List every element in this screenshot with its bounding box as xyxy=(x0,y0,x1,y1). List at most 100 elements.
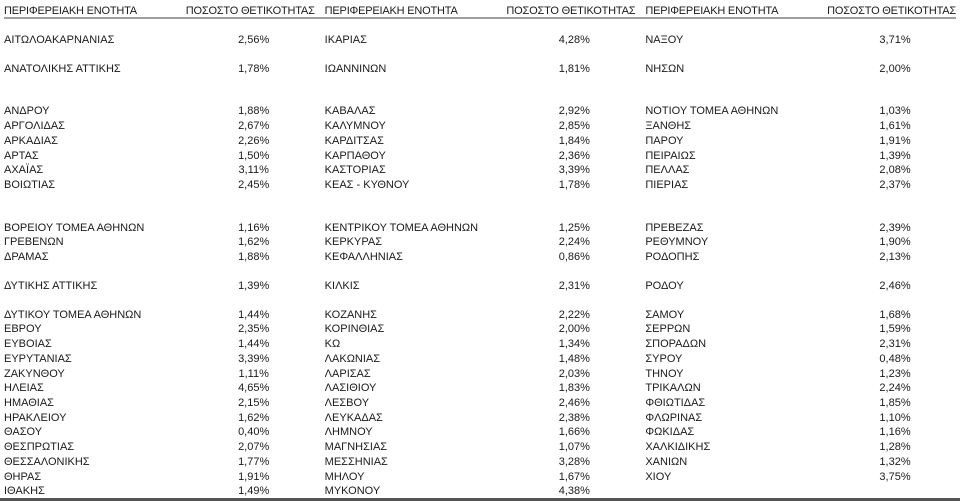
region-name-cell: ΡΟΔΟΥ xyxy=(645,279,684,292)
header-group-2: ΠΕΡΙΦΕΡΕΙΑΚΗ ΕΝΟΤΗΤΑ ΠΟΣΟΣΤΟ ΘΕΤΙΚΟΤΗΤΑΣ xyxy=(325,5,636,17)
region-name-cell: ΔΥΤΙΚΗΣ ΑΤΤΙΚΗΣ xyxy=(4,279,98,292)
region-name-cell: ΔΡΑΜΑΣ xyxy=(4,251,49,264)
region-name-cell: ΙΘΑΚΗΣ xyxy=(4,485,45,498)
region-name-cell: ΑΡΚΑΔΙΑΣ xyxy=(4,134,58,147)
row-group-3: ΦΩΚΙΔΑΣ 1,16% xyxy=(645,425,956,440)
row-group-2: ΛΑΡΙΣΑΣ 2,03% xyxy=(325,367,636,382)
positivity-value-cell: 2,03% xyxy=(558,367,590,380)
table-row: ΑΡΓΟΛΙΔΑΣ 2,67% ΚΑΛΥΜΝΟΥ 2,85% ΞΑΝΘΗΣ 1,… xyxy=(4,119,956,134)
table-row: ΙΘΑΚΗΣ 1,49% ΜΥΚΟΝΟΥ 4,38% xyxy=(4,484,956,499)
region-name-cell: ΧΙΟΥ xyxy=(645,470,672,483)
region-name-cell: ΧΑΛΚΙΔΙΚΗΣ xyxy=(645,441,711,454)
positivity-value-cell: 2,15% xyxy=(238,396,270,409)
table-row: ΘΗΡΑΣ 1,91% ΜΗΛΟΥ 1,67% ΧΙΟΥ 3,75% xyxy=(4,470,956,485)
positivity-value-cell: 3,71% xyxy=(879,34,911,46)
region-name-cell: ΑΧΑΪΑΣ xyxy=(4,164,44,177)
positivity-value-cell: 2,08% xyxy=(879,164,911,177)
positivity-value-cell: 1,66% xyxy=(558,426,590,439)
positivity-value-cell: 4,28% xyxy=(558,34,590,46)
region-name-cell: ΚΕΡΚΥΡΑΣ xyxy=(324,236,383,249)
positivity-value-cell: 1,32% xyxy=(879,455,911,468)
positivity-value-cell: 1,81% xyxy=(558,62,590,75)
positivity-value-cell: 1,77% xyxy=(238,455,270,468)
region-name-cell: ΝΗΣΩΝ xyxy=(645,62,685,75)
region-name-cell: ΠΕΛΛΑΣ xyxy=(645,164,690,177)
region-name-cell: ΡΟΔΟΠΗΣ xyxy=(645,251,700,264)
region-name-cell: ΕΥΒΟΙΑΣ xyxy=(4,338,52,351)
row-group-1: ΗΛΕΙΑΣ 4,65% xyxy=(4,381,315,396)
table-row: ΘΕΣΠΡΩΤΙΑΣ 2,07% ΜΑΓΝΗΣΙΑΣ 1,07% ΧΑΛΚΙΔΙ… xyxy=(4,440,956,455)
row-group-3: ΡΕΘΥΜΝΟΥ 1,90% xyxy=(645,235,956,250)
positivity-value-cell: 1,90% xyxy=(879,236,911,249)
row-group-3: ΝΟΤΙΟΥ ΤΟΜΕΑ ΑΘΗΝΩΝ 1,03% xyxy=(645,104,956,119)
positivity-value-cell: 1,44% xyxy=(238,338,270,351)
row-group-2: ΛΑΣΙΘΙΟΥ 1,83% xyxy=(325,381,636,396)
region-name-cell: ΜΕΣΣΗΝΙΑΣ xyxy=(324,455,388,468)
row-group-2: ΛΕΣΒΟΥ 2,46% xyxy=(325,396,636,411)
positivity-value-cell: 2,31% xyxy=(879,338,911,351)
region-name-cell: ΘΕΣΠΡΩΤΙΑΣ xyxy=(4,441,75,454)
region-name-cell: ΚΑΣΤΟΡΙΑΣ xyxy=(324,164,386,177)
region-name-cell: ΔΥΤΙΚΟΥ ΤΟΜΕΑ ΑΘΗΝΩΝ xyxy=(4,308,142,321)
region-name-cell: ΗΜΑΘΙΑΣ xyxy=(4,396,54,409)
row-group-1: ΑΝΑΤΟΛΙΚΗΣ ΑΤΤΙΚΗΣ 1,78% xyxy=(4,62,315,77)
row-group-2: ΜΥΚΟΝΟΥ 4,38% xyxy=(325,484,636,499)
region-name-cell: ΤΡΙΚΑΛΩΝ xyxy=(645,382,701,395)
positivity-value-cell: 1,78% xyxy=(238,62,270,75)
positivity-value-cell: 1,49% xyxy=(238,485,270,498)
table-body: ΑΙΤΩΛΟΑΚΑΡΝΑΝΙΑΣ 2,56% ΙΚΑΡΙΑΣ 4,28% ΝΑΞ… xyxy=(4,19,956,499)
positivity-value-cell: 1,68% xyxy=(879,308,911,321)
row-group-3: ΠΕΛΛΑΣ 2,08% xyxy=(645,163,956,178)
region-name-cell: ΙΚΑΡΙΑΣ xyxy=(324,34,367,46)
region-name-cell: ΜΑΓΝΗΣΙΑΣ xyxy=(324,441,388,454)
row-group-1: ΔΡΑΜΑΣ 1,88% xyxy=(4,250,315,265)
row-group-2: ΛΗΜΝΟΥ 1,66% xyxy=(325,425,636,440)
positivity-value-cell: 0,40% xyxy=(238,426,270,439)
region-name-cell: ΞΑΝΘΗΣ xyxy=(645,120,692,133)
region-name-cell: ΚΑΡΠΑΘΟΥ xyxy=(324,149,386,162)
positivity-value-cell: 2,22% xyxy=(558,308,590,321)
positivity-value-cell: 1,10% xyxy=(879,411,911,424)
row-group-2: ΚΑΡΔΙΤΣΑΣ 1,84% xyxy=(325,134,636,149)
region-name-cell: ΚΑΡΔΙΤΣΑΣ xyxy=(324,134,384,147)
positivity-value-cell: 2,35% xyxy=(238,323,270,336)
row-group-1: ΕΒΡΟΥ 2,35% xyxy=(4,322,315,337)
table-row: ΑΡΚΑΔΙΑΣ 2,26% ΚΑΡΔΙΤΣΑΣ 1,84% ΠΑΡΟΥ 1,9… xyxy=(4,134,956,149)
table-row: ΕΥΒΟΙΑΣ 1,44% ΚΩ 1,34% ΣΠΟΡΑΔΩΝ 2,31% xyxy=(4,337,956,352)
region-name-cell: ΚΟΖΑΝΗΣ xyxy=(324,308,377,321)
region-name-cell: ΚΙΛΚΙΣ xyxy=(324,279,360,292)
region-name-cell: ΜΗΛΟΥ xyxy=(324,470,365,483)
row-group-3: ΤΡΙΚΑΛΩΝ 2,24% xyxy=(645,381,956,396)
positivity-value-cell: 3,28% xyxy=(558,455,590,468)
table-row: ΗΡΑΚΛΕΙΟΥ 1,62% ΛΕΥΚΑΔΑΣ 2,38% ΦΛΩΡΙΝΑΣ … xyxy=(4,411,956,426)
row-group-1: ΑΡΚΑΔΙΑΣ 2,26% xyxy=(4,134,315,149)
row-group-1: ΓΡΕΒΕΝΩΝ 1,62% xyxy=(4,235,315,250)
region-name-cell: ΚΕΑΣ - ΚΥΘΝΟΥ xyxy=(324,179,410,192)
row-group-2: ΚΕΡΚΥΡΑΣ 2,24% xyxy=(325,235,636,250)
row-group-2: ΚΑΛΥΜΝΟΥ 2,85% xyxy=(325,119,636,134)
positivity-value-cell: 2,56% xyxy=(238,34,270,46)
region-name-cell: ΚΕΝΤΡΙΚΟΥ ΤΟΜΕΑ ΑΘΗΝΩΝ xyxy=(324,221,479,234)
region-name-cell: ΗΛΕΙΑΣ xyxy=(4,382,44,395)
region-name-cell: ΡΕΘΥΜΝΟΥ xyxy=(645,236,709,249)
positivity-value-cell: 3,75% xyxy=(879,470,911,483)
region-name-cell: ΦΩΚΙΔΑΣ xyxy=(645,426,695,439)
region-name-cell: ΚΑΛΥΜΝΟΥ xyxy=(324,120,386,133)
row-group-1: ΑΡΤΑΣ 1,50% xyxy=(4,149,315,164)
region-name-cell: ΒΟΡΕΙΟΥ ΤΟΜΕΑ ΑΘΗΝΩΝ xyxy=(4,221,145,234)
positivity-value-cell: 1,62% xyxy=(238,411,270,424)
row-group-3: ΝΑΞΟΥ 3,71% xyxy=(645,33,956,48)
region-name-cell: ΣΑΜΟΥ xyxy=(645,308,685,321)
table-row: ΔΥΤΙΚΟΥ ΤΟΜΕΑ ΑΘΗΝΩΝ 1,44% ΚΟΖΑΝΗΣ 2,22%… xyxy=(4,308,956,323)
positivity-value-cell: 1,91% xyxy=(238,470,270,483)
row-group-2: ΚΟΡΙΝΘΙΑΣ 2,00% xyxy=(325,322,636,337)
positivity-value-cell: 2,13% xyxy=(879,251,911,264)
region-name-cell: ΚΩ xyxy=(324,338,341,351)
positivity-value-cell: 1,88% xyxy=(238,105,270,118)
row-group-2: ΙΚΑΡΙΑΣ 4,28% xyxy=(325,33,636,48)
table-row: ΗΜΑΘΙΑΣ 2,15% ΛΕΣΒΟΥ 2,46% ΦΘΙΩΤΙΔΑΣ 1,8… xyxy=(4,396,956,411)
region-name-cell: ΑΡΓΟΛΙΔΑΣ xyxy=(4,120,65,133)
region-name-cell: ΝΑΞΟΥ xyxy=(645,34,684,46)
positivity-value-cell: 2,00% xyxy=(558,323,590,336)
